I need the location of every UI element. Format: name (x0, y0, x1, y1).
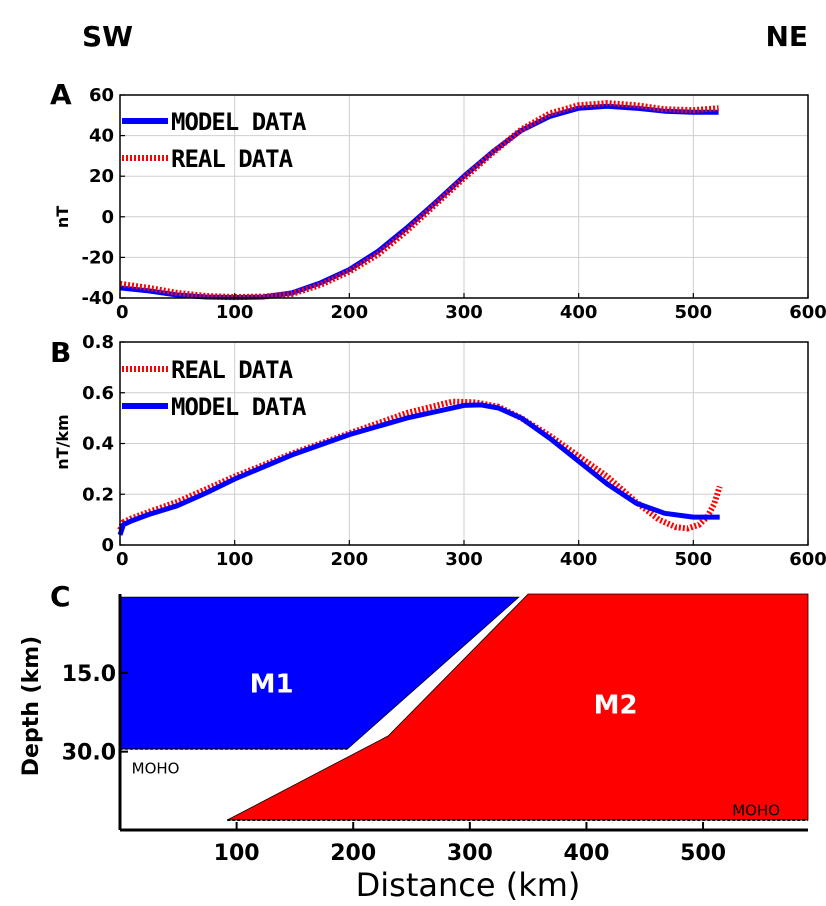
region-label-m1: M1 (250, 669, 294, 699)
legend-label-real: REAL DATA (171, 145, 294, 173)
y-tick-label: -40 (81, 288, 114, 309)
x-tick-label: 200 (331, 302, 369, 323)
moho-annotation: MOHO (732, 801, 780, 819)
panel-c-ylabel: Depth (km) (19, 636, 44, 776)
panel-c-label: C (50, 580, 71, 613)
panel-c-axes: MOHO MOHO 100 200 300 400 500 15.0 30.0 (62, 594, 808, 866)
series-line-real-data (119, 100, 719, 300)
panel-c: C M1 M2 MOHO MOHO 100 200 300 400 500 15.0 30.0 D… (19, 580, 809, 904)
series-line-model-data (117, 402, 720, 536)
x-tick-label: 0 (116, 302, 129, 323)
x-tick-label: 200 (330, 841, 376, 866)
x-tick-label: 500 (680, 841, 726, 866)
panel-b-legend: REAL DATA MODEL DATA (122, 356, 308, 421)
x-tick-label: 500 (675, 302, 713, 323)
y-tick-label: 0 (101, 207, 114, 228)
panel-a-legend: MODEL DATA REAL DATA (122, 108, 308, 173)
x-tick-label: 400 (560, 549, 598, 570)
x-tick-label: 300 (445, 549, 483, 570)
panel-a-ticks: 0 100 200 300 400 500 600 -40 -20 0 20 40 60 (81, 85, 826, 323)
y-tick-label: 60 (89, 85, 114, 106)
orientation-label-sw: SW (82, 20, 133, 53)
legend-label-model: MODEL DATA (171, 108, 307, 136)
panel-b-ylabel: nT/km (53, 414, 72, 469)
y-tick-label: 30.0 (62, 741, 116, 766)
panel-a-ylabel: nT (53, 206, 72, 228)
panel-b-label: B (50, 336, 71, 369)
x-tick-label: 600 (789, 549, 826, 570)
panel-b: B nT/km 0 100 200 300 400 500 600 0 0.2 0.4 0.6 0.8… (50, 332, 826, 570)
y-tick-label: 40 (89, 126, 114, 147)
x-tick-label: 300 (447, 841, 493, 866)
y-tick-label: 15.0 (62, 662, 116, 687)
x-tick-label: 0 (116, 549, 129, 570)
x-tick-label: 300 (445, 302, 483, 323)
y-tick-label: 0 (101, 535, 114, 556)
panel-c-xlabel: Distance (km) (356, 866, 581, 904)
x-tick-label: 400 (563, 841, 609, 866)
x-tick-label: 200 (331, 549, 369, 570)
y-tick-label: 0.6 (82, 383, 114, 404)
x-tick-label: 100 (214, 841, 260, 866)
x-tick-label: 600 (789, 302, 826, 323)
y-tick-label: 0.8 (82, 332, 114, 353)
x-tick-label: 400 (560, 302, 598, 323)
y-tick-label: 0.2 (82, 484, 114, 505)
x-tick-label: 100 (216, 549, 254, 570)
y-tick-label: 20 (89, 166, 114, 187)
legend-label-real: REAL DATA (171, 356, 294, 384)
y-tick-label: 0.4 (82, 434, 114, 455)
x-tick-label: 500 (675, 549, 713, 570)
legend-label-model: MODEL DATA (171, 393, 307, 421)
region-label-m2: M2 (594, 690, 638, 720)
moho-annotation: MOHO (132, 759, 180, 777)
orientation-label-ne: NE (765, 20, 808, 53)
x-tick-label: 100 (216, 302, 254, 323)
panel-a-label: A (50, 78, 72, 111)
panel-c-regions: M1 M2 (119, 593, 809, 821)
panel-b-ticks: 0 100 200 300 400 500 600 0 0.2 0.4 0.6 0.8 (82, 332, 826, 570)
y-tick-label: -20 (81, 247, 114, 268)
panel-b-series (117, 398, 723, 536)
panel-a: A nT 0 100 200 300 400 500 600 -40 -20 0 20 40 60 MO… (50, 78, 826, 323)
